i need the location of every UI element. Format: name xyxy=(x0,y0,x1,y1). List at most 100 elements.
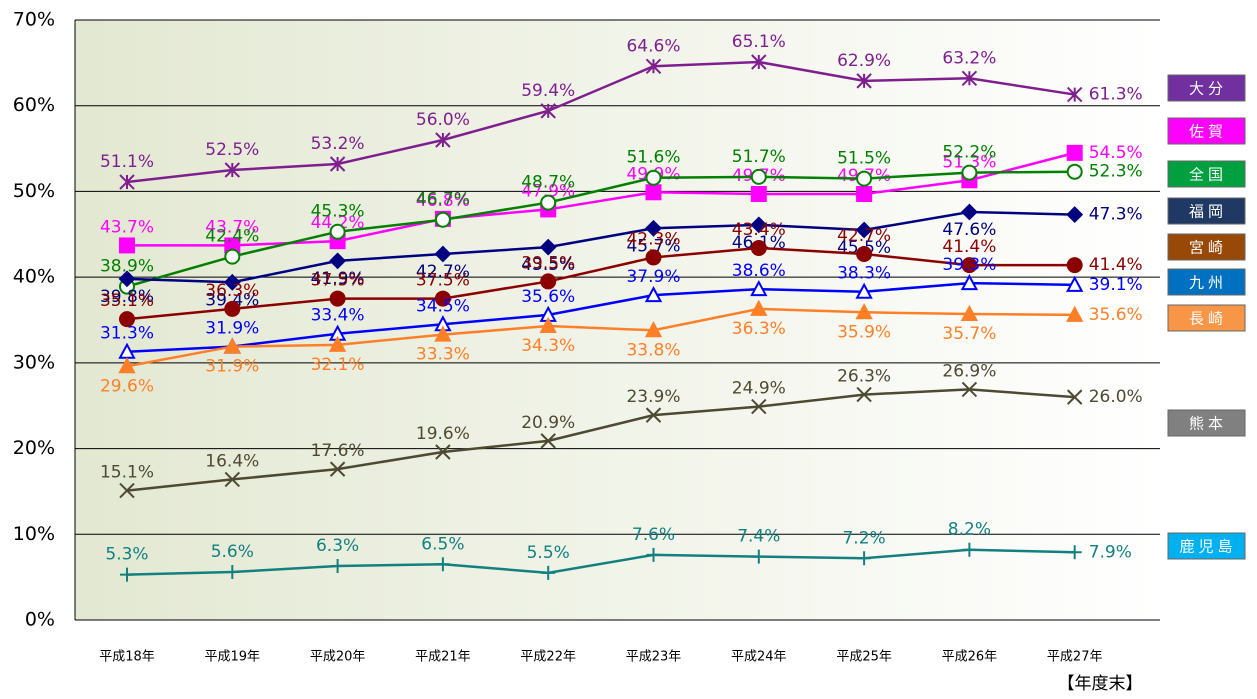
marker xyxy=(1066,275,1084,292)
legend-label: 長崎 xyxy=(1189,310,1227,328)
value-label: 7.2% xyxy=(842,528,885,548)
legend-swatch xyxy=(1167,268,1246,296)
marker xyxy=(645,407,662,423)
marker xyxy=(962,542,977,557)
value-label: 36.3% xyxy=(205,281,259,301)
legend-swatch xyxy=(1167,233,1246,261)
value-label: 46.8% xyxy=(416,191,470,211)
value-label: 19.6% xyxy=(416,424,470,444)
value-label: 51.3% xyxy=(942,152,996,172)
value-label: 23.9% xyxy=(626,387,680,407)
marker xyxy=(751,54,767,70)
x-tick-label: 平成25年 xyxy=(836,650,892,665)
legend-label: 鹿児島 xyxy=(1179,538,1236,556)
value-label: 65.1% xyxy=(732,32,786,52)
value-label: 31.9% xyxy=(205,357,259,377)
value-label: 35.1% xyxy=(100,291,154,311)
marker xyxy=(750,240,767,256)
value-label: 5.5% xyxy=(527,543,570,563)
marker xyxy=(645,184,662,201)
value-label: 53.2% xyxy=(311,134,365,154)
value-label: 29.6% xyxy=(100,376,154,396)
legend-swatch xyxy=(1167,409,1246,437)
legend-label: 大分 xyxy=(1189,80,1227,98)
marker xyxy=(119,174,135,190)
marker xyxy=(540,433,556,449)
y-tick-label: 70% xyxy=(13,9,55,31)
x-tick-label: 平成21年 xyxy=(415,650,471,665)
value-label: 39.5% xyxy=(521,253,575,273)
marker xyxy=(1066,257,1083,274)
marker xyxy=(224,162,241,178)
value-label: 45.7% xyxy=(626,236,680,256)
marker xyxy=(645,219,662,237)
value-label: 41.4% xyxy=(1089,255,1143,275)
y-tick-label: 0% xyxy=(25,609,55,631)
value-label: 47.6% xyxy=(942,220,996,240)
value-label: 6.5% xyxy=(421,534,464,554)
marker xyxy=(118,357,136,374)
value-label: 45.3% xyxy=(311,202,365,222)
marker xyxy=(119,311,135,328)
legend-swatch xyxy=(1167,117,1246,145)
y-tick-label: 60% xyxy=(13,94,55,116)
y-tick-label: 40% xyxy=(13,266,55,288)
marker xyxy=(224,471,241,488)
line xyxy=(126,388,1075,492)
marker xyxy=(750,186,767,202)
marker xyxy=(119,482,135,499)
marker xyxy=(118,270,136,288)
value-label: 41.4% xyxy=(942,237,996,257)
marker xyxy=(856,73,872,89)
value-label: 6.3% xyxy=(316,536,359,556)
legend-swatch xyxy=(1167,160,1246,188)
x-tick-label: 平成23年 xyxy=(626,650,682,665)
y-tick-label: 20% xyxy=(13,437,55,459)
series: 5.3% 5.6% 6.3% 6.5% 5.5% 7.6% 7.4% 7.2% 8.2% 7.9% xyxy=(105,520,1132,582)
value-label: 5.6% xyxy=(211,542,254,562)
marker xyxy=(329,461,346,477)
legend-label: 宮崎 xyxy=(1189,239,1227,257)
value-label: 34.5% xyxy=(416,296,470,316)
marker xyxy=(434,290,451,307)
marker xyxy=(961,381,978,398)
value-label: 7.9% xyxy=(1089,542,1132,562)
marker xyxy=(539,316,557,333)
marker xyxy=(224,248,241,265)
line xyxy=(126,281,1075,353)
marker xyxy=(856,170,873,187)
marker xyxy=(751,549,766,564)
value-label: 61.3% xyxy=(1089,85,1143,105)
marker xyxy=(435,444,451,460)
marker xyxy=(1066,144,1083,161)
value-label: 26.0% xyxy=(1089,387,1143,407)
value-label: 51.6% xyxy=(626,148,680,168)
marker xyxy=(329,223,346,240)
x-tick-label: 平成22年 xyxy=(520,650,576,665)
value-label: 52.2% xyxy=(942,143,996,163)
marker xyxy=(855,303,873,320)
marker xyxy=(541,565,556,580)
value-label: 51.5% xyxy=(837,149,891,169)
value-label: 26.3% xyxy=(837,367,891,387)
marker xyxy=(119,237,135,254)
value-label: 39.1% xyxy=(1089,275,1143,295)
marker xyxy=(961,70,978,86)
marker xyxy=(855,221,873,239)
value-label: 7.6% xyxy=(632,525,675,545)
series: 15.1% 16.4% 17.6% 19.6% 20.9% 23.9% 24.9% 26.3%… xyxy=(100,361,1143,499)
legend-swatch xyxy=(1167,74,1246,102)
marker xyxy=(960,304,979,321)
value-label: 35.6% xyxy=(1089,305,1143,325)
value-label: 15.1% xyxy=(100,463,154,483)
value-label: 43.7% xyxy=(205,217,259,237)
marker xyxy=(329,252,347,270)
legend-swatch xyxy=(1167,197,1246,225)
value-label: 31.3% xyxy=(100,324,154,344)
marker xyxy=(856,386,872,403)
value-label: 62.9% xyxy=(837,51,891,71)
marker xyxy=(751,398,767,415)
marker xyxy=(1066,86,1083,103)
marker xyxy=(223,273,241,291)
y-tick-label: 50% xyxy=(13,180,55,202)
